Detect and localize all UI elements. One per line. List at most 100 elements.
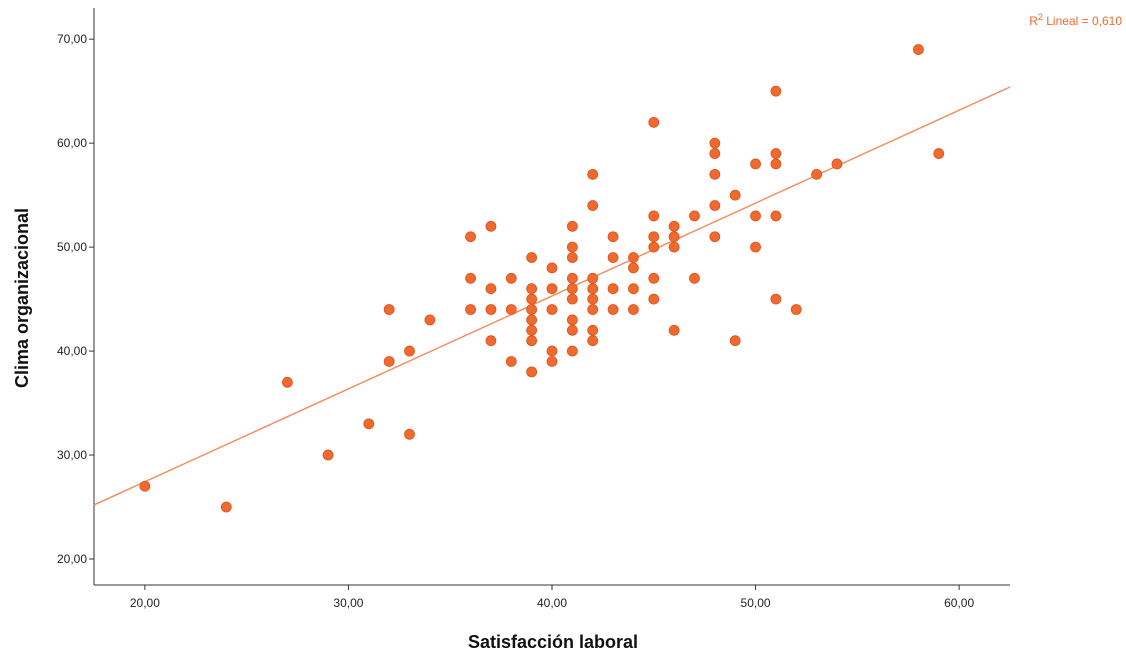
data-point <box>811 168 823 180</box>
data-point <box>546 304 558 315</box>
data-point <box>546 283 558 295</box>
r2-suffix: Lineal = 0,610 <box>1043 14 1122 28</box>
data-point <box>750 158 761 170</box>
data-point <box>668 324 680 336</box>
x-tick-label: 50,00 <box>741 596 771 610</box>
data-point <box>526 293 538 305</box>
data-point <box>628 283 639 295</box>
data-point <box>322 449 334 461</box>
data-point <box>648 293 660 305</box>
data-point <box>831 158 843 170</box>
data-point <box>526 252 538 263</box>
data-point <box>526 335 538 347</box>
data-point <box>587 304 599 315</box>
data-point <box>770 148 782 159</box>
data-point <box>689 272 700 284</box>
data-point <box>404 345 415 357</box>
y-axis-title: Clima organizacional <box>12 208 32 388</box>
data-point <box>505 304 517 315</box>
data-point <box>566 220 578 232</box>
y-tick-label: 70,00 <box>57 32 87 46</box>
data-point <box>709 231 721 243</box>
data-point <box>770 85 782 97</box>
data-point <box>668 241 680 253</box>
tick-labels: 20,00 30,00 40,00 50,00 60,00 20,00 30,00 40,00… <box>57 32 974 610</box>
data-point <box>648 272 660 284</box>
data-point <box>729 189 741 201</box>
data-point <box>526 366 538 378</box>
x-tick-label: 40,00 <box>537 596 567 610</box>
data-point <box>607 283 619 295</box>
data-point <box>485 283 497 295</box>
data-point <box>668 231 680 243</box>
y-tick-label: 20,00 <box>57 552 87 566</box>
data-point <box>587 168 599 180</box>
y-tick-label: 50,00 <box>57 240 87 254</box>
data-point <box>505 356 517 367</box>
data-point <box>505 272 517 284</box>
data-point <box>566 345 578 357</box>
r2-label: R2 Lineal = 0,610 <box>1029 12 1122 28</box>
data-point <box>587 335 599 347</box>
data-point <box>526 283 538 295</box>
data-point <box>750 210 761 222</box>
x-axis-title: Satisfacción laboral <box>468 632 638 651</box>
data-point <box>709 200 721 211</box>
data-point <box>404 428 415 440</box>
regression-line <box>93 86 1011 506</box>
y-tick-label: 30,00 <box>57 448 87 462</box>
data-point <box>526 324 538 336</box>
data-point <box>546 356 558 367</box>
data-point <box>465 231 476 243</box>
data-point <box>648 116 660 128</box>
data-point <box>770 210 782 222</box>
data-point <box>770 158 782 170</box>
data-point <box>139 480 151 492</box>
data-point <box>566 293 578 305</box>
data-point <box>383 356 395 367</box>
data-point <box>424 314 436 326</box>
data-point <box>220 501 232 513</box>
data-point <box>648 241 660 253</box>
data-point <box>546 262 558 274</box>
data-point <box>709 137 721 149</box>
data-point <box>546 345 558 357</box>
data-point <box>587 324 599 336</box>
data-point <box>913 44 924 55</box>
data-point <box>566 272 578 284</box>
data-point <box>465 304 476 315</box>
r2-sup: 2 <box>1038 12 1043 22</box>
data-point <box>689 210 700 222</box>
data-point <box>566 241 578 253</box>
r2-prefix: R <box>1029 14 1038 28</box>
fit-line-group <box>93 86 1011 506</box>
data-point <box>668 220 680 232</box>
data-point <box>607 231 619 243</box>
data-point <box>709 148 721 159</box>
data-point <box>485 220 497 232</box>
data-point <box>607 252 619 263</box>
data-point <box>628 262 639 274</box>
x-tick-label: 20,00 <box>130 596 160 610</box>
data-point <box>709 168 721 180</box>
data-point <box>485 304 497 315</box>
data-point <box>526 314 538 326</box>
data-point <box>607 304 619 315</box>
data-point <box>933 148 945 159</box>
data-point <box>566 283 578 295</box>
data-point <box>363 418 375 430</box>
data-point <box>383 304 395 315</box>
x-tick-label: 30,00 <box>333 596 363 610</box>
data-point <box>750 241 761 253</box>
data-point <box>587 293 599 305</box>
data-point <box>566 324 578 336</box>
data-point <box>648 210 660 222</box>
data-point <box>526 304 538 315</box>
data-point <box>281 376 293 388</box>
data-point <box>587 272 599 284</box>
x-tick-label: 60,00 <box>944 596 974 610</box>
data-point <box>628 252 639 263</box>
data-point <box>566 252 578 263</box>
data-point <box>485 335 497 347</box>
